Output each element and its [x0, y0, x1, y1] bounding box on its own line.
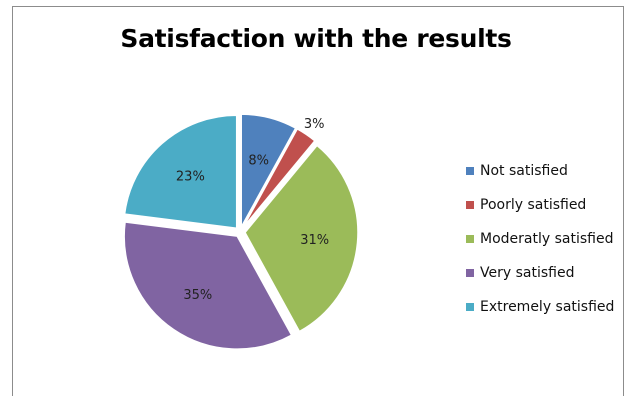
data-label-very-satisfied: 35% — [183, 288, 212, 303]
data-label-extremely-satisfied: 23% — [176, 170, 205, 185]
legend-label: Very satisfied — [480, 265, 575, 281]
pie-slice-poorly-satisfied — [242, 127, 316, 229]
legend-item-not-satisfied: Not satisfied — [466, 154, 614, 188]
data-label-poorly-satisfied: 3% — [304, 117, 325, 132]
data-label-moderatly-satisfied: 31% — [300, 233, 329, 248]
pie-slice-moderatly-satisfied — [244, 144, 359, 333]
legend-swatch — [466, 167, 474, 175]
pie-slice-extremely-satisfied — [123, 114, 238, 230]
legend: Not satisfied Poorly satisfied Moderatly s… — [466, 154, 614, 324]
legend-item-poorly-satisfied: Poorly satisfied — [466, 188, 614, 222]
legend-item-moderatly-satisfied: Moderatly satisfied — [466, 222, 614, 256]
legend-label: Moderatly satisfied — [480, 231, 614, 247]
chart-title: Satisfaction with the results — [120, 24, 512, 53]
legend-item-extremely-satisfied: Extremely satisfied — [466, 290, 614, 324]
legend-label: Extremely satisfied — [480, 299, 615, 315]
legend-swatch — [466, 269, 474, 277]
legend-label: Not satisfied — [480, 163, 568, 179]
legend-swatch — [466, 235, 474, 243]
pie-slice-not-satisfied — [240, 113, 297, 228]
legend-label: Poorly satisfied — [480, 197, 587, 213]
legend-swatch — [466, 201, 474, 209]
legend-item-very-satisfied: Very satisfied — [466, 256, 614, 290]
data-label-not-satisfied: 8% — [248, 153, 269, 168]
legend-swatch — [466, 303, 474, 311]
pie-slice-very-satisfied — [123, 221, 293, 350]
